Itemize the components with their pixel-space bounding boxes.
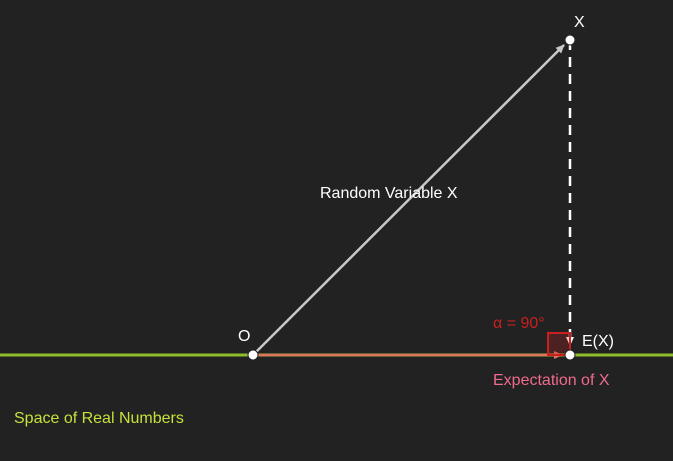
origin-label: O <box>238 328 250 345</box>
expectation-label: Expectation of X <box>493 372 610 389</box>
real-line-label: Space of Real Numbers <box>14 410 184 427</box>
x-point-label: X <box>574 14 585 31</box>
point-origin <box>247 349 259 361</box>
right-angle-marker <box>547 332 571 356</box>
angle-label: α = 90° <box>493 315 545 332</box>
expectation-point-label: E(X) <box>582 333 614 350</box>
point-expectation <box>564 349 576 361</box>
point-x <box>564 34 576 46</box>
random-variable-label: Random Variable X <box>320 185 458 202</box>
random-variable-vector <box>252 44 565 356</box>
